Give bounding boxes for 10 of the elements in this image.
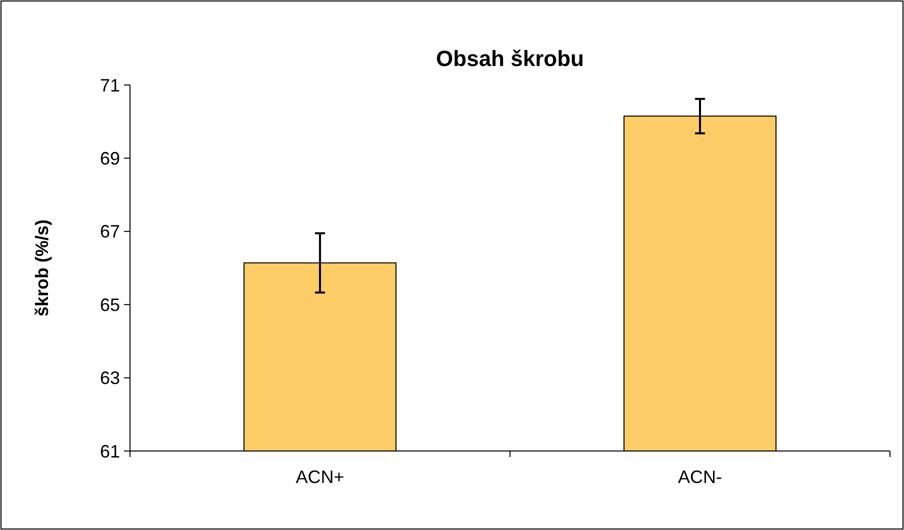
x-tick-label: ACN- <box>678 467 722 487</box>
x-tick-label: ACN+ <box>296 467 344 487</box>
y-axis-title: škrob (%/s) <box>32 219 52 317</box>
y-tick-label: 69 <box>100 148 120 168</box>
y-tick-label: 63 <box>100 368 120 388</box>
chart-title: Obsah škrobu <box>436 46 584 71</box>
y-tick-label: 71 <box>100 75 120 96</box>
y-tick-label: 61 <box>100 441 120 462</box>
y-tick-label: 65 <box>100 294 120 315</box>
y-tick-label: 67 <box>100 222 120 242</box>
